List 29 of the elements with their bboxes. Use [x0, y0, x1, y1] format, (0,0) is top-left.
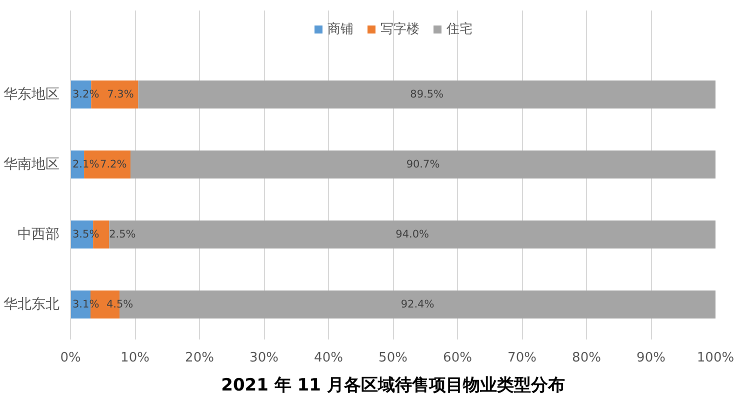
- data-label: 2.5%: [109, 228, 136, 240]
- data-label: 7.3%: [107, 88, 134, 100]
- x-tick-label: 10%: [120, 350, 150, 366]
- x-tick-label: 50%: [378, 350, 408, 366]
- data-label: 92.4%: [400, 298, 434, 310]
- legend-label: 商铺: [328, 21, 354, 38]
- bar: [109, 220, 716, 248]
- data-label: 94.0%: [396, 228, 430, 240]
- y-tick-label: 华南地区: [4, 156, 60, 172]
- y-tick-label: 华东地区: [4, 86, 60, 102]
- x-tick-label: 70%: [508, 350, 536, 366]
- x-tick-label: 100%: [696, 350, 734, 366]
- y-tick-label: 华北东北: [4, 296, 60, 312]
- y-tick-label: 中西部: [18, 226, 60, 242]
- data-label: 7.2%: [100, 158, 127, 170]
- x-tick-label: 20%: [185, 350, 214, 366]
- x-tick-label: 0%: [60, 350, 81, 366]
- x-tick-label: 80%: [572, 350, 601, 366]
- bar: [130, 150, 716, 178]
- text: 2021 年 11 月各区域待售项目物业类型分布: [221, 376, 565, 396]
- legend-label: 写字楼: [380, 21, 420, 38]
- x-tick-label: 40%: [314, 350, 343, 366]
- x-tick-label: 60%: [443, 350, 472, 366]
- x-tick-label: 90%: [636, 350, 666, 366]
- x-tick-label: 30%: [250, 350, 278, 366]
- bar: [138, 80, 716, 108]
- data-label: 90.7%: [406, 158, 440, 170]
- legend-label: 住宅: [446, 21, 472, 38]
- data-label: 89.5%: [410, 88, 444, 100]
